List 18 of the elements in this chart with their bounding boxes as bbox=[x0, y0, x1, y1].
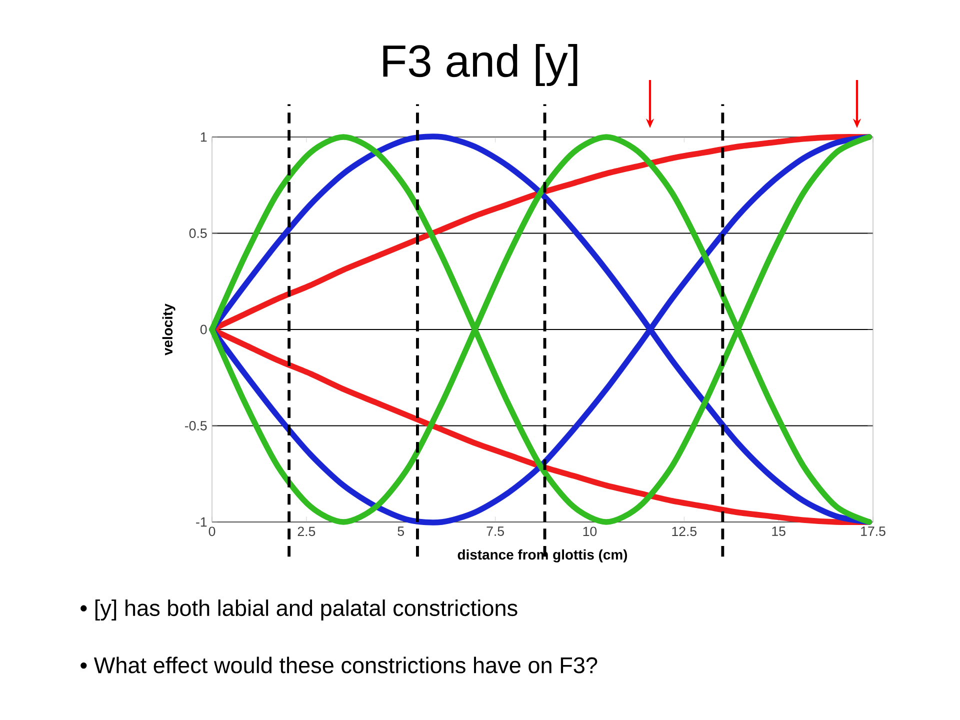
x-tick-label: 5 bbox=[398, 526, 404, 536]
x-tick-label: 0 bbox=[208, 526, 216, 536]
x-tick-label: 15 bbox=[772, 526, 786, 536]
x-tick-label: 12.5 bbox=[672, 526, 697, 536]
chart-title: F3 and [y] bbox=[383, 44, 578, 86]
y-axis-title: velocity bbox=[162, 304, 176, 356]
x-tick-label: 10 bbox=[583, 526, 597, 536]
y-tick-label: 0 bbox=[200, 324, 207, 334]
y-tick-label: -1 bbox=[196, 517, 207, 527]
text: • [y] has both labial and palatal constrictions bbox=[80, 599, 518, 621]
x-axis-title: distance from glottis (cm) bbox=[458, 549, 628, 562]
x-tick-label: 2.5 bbox=[298, 526, 316, 536]
y-tick-label: 1 bbox=[200, 132, 207, 142]
text: • What effect would these constrictions have on F3? bbox=[80, 656, 598, 674]
x-tick-label: 7.5 bbox=[486, 526, 504, 536]
y-tick-label: -0.5 bbox=[185, 421, 207, 430]
x-tick-label: 17.5 bbox=[861, 526, 886, 536]
y-tick-label: 0.5 bbox=[189, 228, 207, 238]
